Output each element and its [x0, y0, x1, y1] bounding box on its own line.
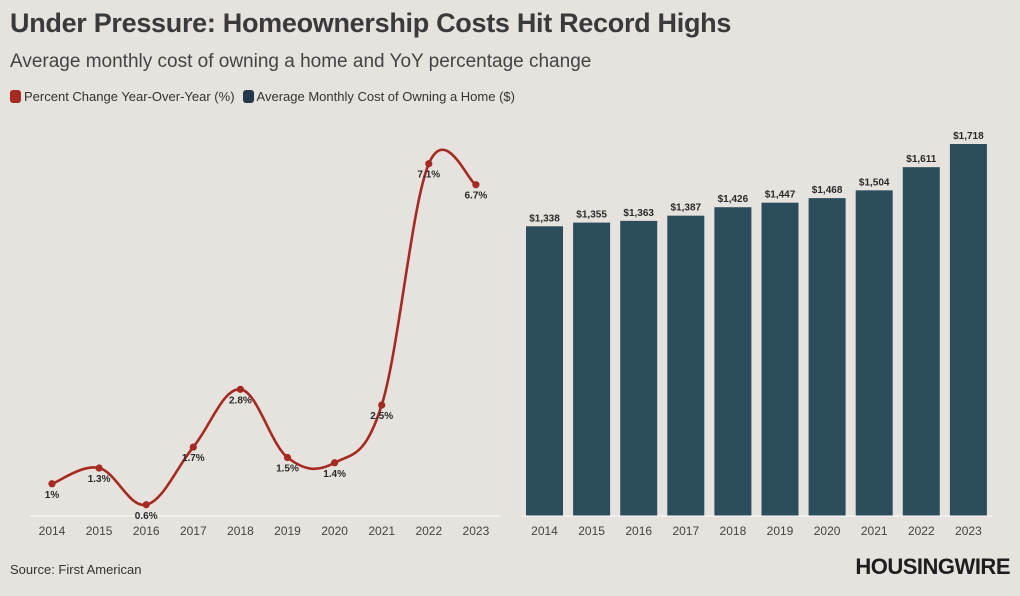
- yoy-point-2022: [425, 160, 433, 168]
- cost-bar-2018: [714, 207, 752, 517]
- cost-data-label-2017: $1,387: [671, 203, 702, 214]
- yoy-data-label-2023: 6.7%: [465, 191, 488, 202]
- legend-label-yoy: Percent Change Year-Over-Year (%): [24, 89, 235, 104]
- yoy-data-label-2021: 2.5%: [370, 411, 393, 422]
- cost-bar-2021: [855, 190, 893, 517]
- legend-swatch-yoy: [10, 90, 21, 103]
- bar-x-tick-2019: 2019: [767, 524, 794, 538]
- bar-x-tick-2016: 2016: [625, 524, 652, 538]
- cost-bar-2016: [620, 220, 658, 516]
- yoy-line-chart: 1% 2014 1.3% 2015 0.6% 2016 1.7% 2017 2.8% 2018 1.…: [30, 148, 500, 538]
- yoy-point-2017: [189, 443, 197, 451]
- cost-bar-2023: [949, 144, 987, 516]
- cost-data-label-2016: $1,363: [623, 208, 654, 219]
- chart-title: Under Pressure: Homeownership Costs Hit …: [10, 8, 732, 38]
- line-x-tick-2014: 2014: [39, 524, 66, 538]
- yoy-data-label-2014: 1%: [45, 490, 60, 501]
- yoy-series-line: [51, 148, 477, 507]
- yoy-data-label-2017: 1.7%: [182, 453, 205, 464]
- line-x-tick-2023: 2023: [463, 524, 490, 538]
- line-x-tick-2015: 2015: [86, 524, 113, 538]
- chart-subtitle: Average monthly cost of owning a home an…: [10, 51, 592, 72]
- yoy-data-label-2018: 2.8%: [229, 395, 252, 406]
- cost-data-label-2018: $1,426: [718, 194, 749, 205]
- bar-x-tick-2014: 2014: [531, 524, 558, 538]
- yoy-point-2014: [48, 480, 56, 488]
- line-x-tick-2022: 2022: [415, 524, 442, 538]
- cost-data-label-2019: $1,447: [765, 190, 796, 201]
- cost-bar-2015: [573, 222, 611, 516]
- source-note: Source: First American: [10, 562, 142, 577]
- yoy-point-2016: [142, 501, 150, 509]
- cost-bar-2019: [761, 202, 799, 516]
- cost-data-label-2014: $1,338: [529, 213, 560, 224]
- yoy-point-2019: [283, 453, 292, 462]
- line-x-tick-2018: 2018: [227, 524, 254, 538]
- bar-x-tick-2023: 2023: [955, 524, 982, 538]
- legend-item-cost: Average Monthly Cost of Owning a Home ($…: [242, 89, 515, 104]
- legend: Percent Change Year-Over-Year (%) Averag…: [10, 89, 515, 104]
- cost-data-label-2015: $1,355: [576, 210, 607, 221]
- yoy-data-label-2016: 0.6%: [135, 511, 158, 522]
- yoy-data-label-2019: 1.5%: [276, 464, 299, 475]
- line-x-tick-2021: 2021: [368, 524, 395, 538]
- line-x-tick-2019: 2019: [274, 524, 301, 538]
- cost-bar-2014: [526, 226, 563, 516]
- yoy-point-2023: [472, 181, 480, 189]
- bar-x-tick-2017: 2017: [672, 524, 699, 538]
- legend-swatch-cost: [242, 90, 254, 103]
- cost-data-label-2023: $1,718: [953, 131, 984, 142]
- cost-bar-2017: [667, 215, 705, 517]
- bar-x-tick-2020: 2020: [814, 524, 841, 538]
- cost-data-label-2022: $1,611: [906, 154, 936, 165]
- bar-x-tick-2021: 2021: [861, 524, 888, 538]
- yoy-data-label-2015: 1.3%: [88, 474, 111, 485]
- housingwire-logo: HOUSINGWIRE: [855, 554, 1010, 579]
- bar-x-tick-2015: 2015: [578, 524, 605, 538]
- line-x-tick-2017: 2017: [180, 524, 207, 538]
- yoy-data-label-2022: 7.1%: [417, 170, 440, 181]
- cost-data-label-2021: $1,504: [859, 177, 890, 188]
- line-x-tick-2016: 2016: [133, 524, 160, 538]
- cost-bar-2020: [808, 198, 846, 517]
- yoy-point-2018: [236, 385, 244, 393]
- yoy-point-2015: [95, 464, 103, 472]
- monthly-cost-bar-chart: $1,338 2014 $1,355 2015 $1,363 2016 $1,387 2017…: [522, 131, 992, 538]
- bar-x-tick-2022: 2022: [908, 524, 935, 538]
- bar-x-tick-2018: 2018: [720, 524, 747, 538]
- legend-label-cost: Average Monthly Cost of Owning a Home ($…: [256, 89, 515, 104]
- yoy-point-2020: [331, 459, 339, 467]
- yoy-point-2021: [378, 401, 386, 409]
- yoy-data-label-2020: 1.4%: [323, 469, 346, 480]
- legend-item-yoy: Percent Change Year-Over-Year (%): [10, 89, 235, 104]
- line-x-tick-2020: 2020: [321, 524, 348, 538]
- cost-data-label-2020: $1,468: [812, 185, 843, 196]
- cost-bar-2022: [902, 167, 940, 516]
